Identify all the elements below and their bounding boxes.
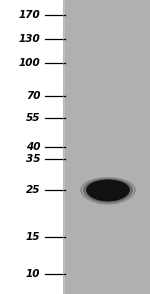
Text: 35: 35 bbox=[26, 154, 40, 164]
Text: 25: 25 bbox=[26, 185, 40, 195]
Bar bbox=[0, 0, 63, 294]
Text: 55: 55 bbox=[26, 113, 40, 123]
Text: 10: 10 bbox=[26, 269, 40, 279]
Text: 100: 100 bbox=[19, 58, 40, 68]
Text: 170: 170 bbox=[19, 10, 40, 20]
Bar bbox=[63, 0, 150, 294]
Ellipse shape bbox=[87, 181, 129, 201]
Ellipse shape bbox=[84, 179, 132, 202]
Ellipse shape bbox=[87, 181, 129, 201]
Text: 130: 130 bbox=[19, 34, 40, 44]
Text: 40: 40 bbox=[26, 142, 40, 152]
Text: 15: 15 bbox=[26, 232, 40, 242]
Ellipse shape bbox=[81, 178, 135, 204]
Text: 70: 70 bbox=[26, 91, 40, 101]
